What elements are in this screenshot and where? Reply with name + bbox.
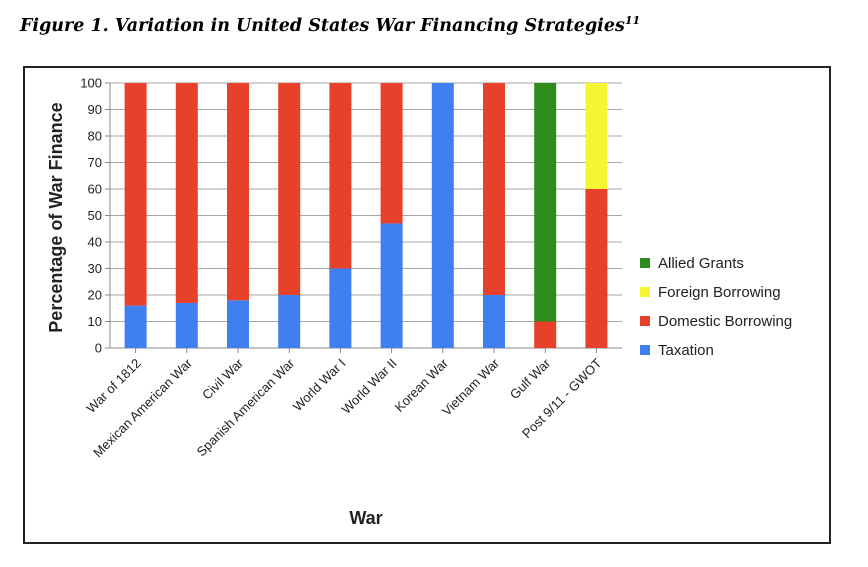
bar-taxation	[175, 302, 198, 348]
bar-domestic-borrowing	[329, 83, 352, 269]
bar-domestic-borrowing	[380, 83, 403, 224]
y-tick-label: 60	[88, 182, 102, 197]
y-tick-label: 80	[88, 129, 102, 144]
legend-label: Domestic Borrowing	[658, 313, 792, 330]
y-tick-label: 20	[88, 288, 102, 303]
y-tick-label: 30	[88, 261, 102, 276]
figure-footnote-ref: 11	[624, 14, 641, 27]
y-tick-label: 40	[88, 235, 102, 250]
bar-domestic-borrowing	[124, 83, 147, 306]
x-tick-label: Mexican American War	[90, 355, 195, 460]
y-axis-title: Percentage of War Finance	[46, 102, 66, 332]
bar-taxation	[227, 300, 249, 348]
bar-domestic-borrowing	[483, 83, 505, 295]
bar-domestic-borrowing	[534, 321, 557, 348]
bar-taxation	[431, 83, 454, 348]
bar-taxation	[483, 295, 505, 348]
bar-domestic-borrowing	[175, 83, 198, 303]
y-tick-label: 0	[95, 341, 102, 356]
legend-swatch	[640, 287, 650, 297]
legend-swatch	[640, 345, 650, 355]
chart-frame	[23, 66, 831, 544]
bar-taxation	[329, 268, 352, 348]
y-tick-label: 50	[88, 208, 102, 223]
x-tick-label: Civil War	[199, 355, 247, 403]
y-tick-label: 10	[88, 314, 102, 329]
x-tick-label: Gulf War	[507, 355, 554, 402]
figure-title-text: Figure 1. Variation in United States War…	[20, 15, 625, 36]
bar-domestic-borrowing	[227, 83, 249, 301]
legend-label: Taxation	[658, 342, 714, 359]
bar-domestic-borrowing	[278, 83, 301, 295]
bar-taxation	[380, 223, 403, 348]
bar-taxation	[278, 295, 301, 348]
bar-domestic-borrowing	[585, 189, 608, 348]
x-axis-title: War	[349, 508, 382, 528]
y-tick-label: 70	[88, 155, 102, 170]
legend-label: Foreign Borrowing	[658, 284, 781, 301]
bar-allied-grants	[534, 83, 557, 322]
y-tick-label: 100	[80, 76, 102, 91]
figure-title: Figure 1. Variation in United States War…	[20, 14, 640, 36]
legend-swatch	[640, 316, 650, 326]
x-tick-label: World War II	[339, 356, 400, 417]
y-tick-label: 90	[88, 102, 102, 117]
legend-label: Allied Grants	[658, 255, 744, 272]
x-tick-label: Spanish American War	[194, 355, 298, 459]
bar-taxation	[124, 305, 147, 348]
legend-swatch	[640, 258, 650, 268]
bar-foreign-borrowing	[585, 83, 608, 189]
